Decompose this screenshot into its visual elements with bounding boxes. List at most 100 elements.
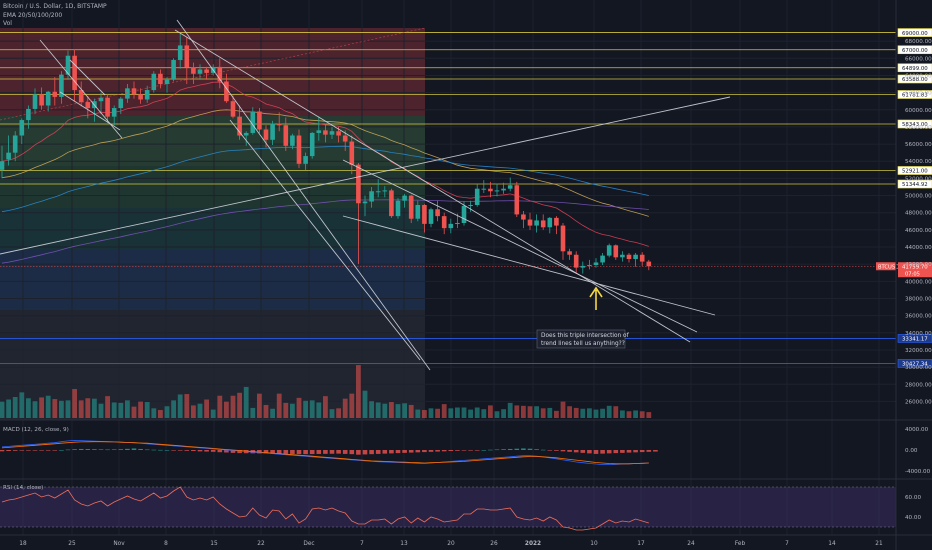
volume-bar	[151, 408, 157, 418]
macd-histogram-bar	[111, 449, 117, 450]
candle-body	[144, 90, 150, 100]
volume-bar	[547, 407, 553, 418]
volume-bar	[12, 397, 18, 418]
annotation-box	[536, 329, 626, 349]
level-tag	[897, 166, 932, 175]
macd-signal-line	[1, 441, 649, 465]
volume-bar	[250, 407, 256, 418]
level-tag	[897, 359, 932, 368]
price-tick-label: 34000.00	[905, 331, 932, 337]
candle-body	[105, 97, 110, 117]
volume-bar	[481, 409, 487, 418]
volume-bar	[494, 411, 500, 418]
macd-histogram-bar	[428, 450, 434, 452]
volume-bar	[276, 393, 282, 418]
price-tick-label: 64000.00	[905, 73, 932, 79]
macd-histogram-bar	[554, 450, 559, 451]
volume-bar	[428, 408, 434, 418]
trendline	[59, 91, 121, 131]
volume-bar	[263, 404, 269, 418]
macd-histogram-bar	[0, 450, 5, 452]
trendline	[0, 96, 731, 255]
volume-bar	[296, 397, 302, 418]
candle-body	[349, 141, 355, 165]
candle-body	[646, 261, 652, 267]
macd-histogram-bar	[323, 450, 328, 454]
volume-bar	[342, 398, 348, 418]
volume-bar	[224, 401, 229, 418]
volume-bar	[382, 403, 388, 418]
volume-bar	[613, 406, 619, 418]
level-tag-label: 33341.17	[902, 337, 928, 343]
candle-body	[415, 204, 421, 219]
trendlines	[0, 19, 731, 371]
annotation: Does this triple intersection of trend l…	[536, 286, 630, 349]
candle-body	[587, 265, 592, 267]
volume-bar	[237, 392, 242, 418]
candle-body	[85, 102, 91, 109]
level-tag	[897, 179, 932, 189]
candle-body	[369, 191, 374, 202]
candle-body	[521, 214, 526, 220]
volume-bar	[177, 394, 183, 418]
level-tag-label: 61781.83	[902, 93, 928, 99]
time-tick-label: Feb	[735, 541, 746, 547]
volume-bar	[118, 402, 124, 418]
volume-bar	[125, 400, 130, 418]
volume-bar	[184, 394, 190, 418]
price-tick-label: 46000.00	[905, 228, 932, 234]
macd-histogram-bar	[32, 450, 38, 451]
volume-bar	[633, 410, 638, 418]
trendline	[176, 19, 431, 371]
macd-histogram-bar	[441, 450, 447, 452]
volume-bar	[422, 410, 427, 418]
price-tick-label: 40000.00	[905, 279, 932, 285]
volume-bar	[131, 406, 137, 418]
macd-panel: MACD (12, 26, close, 9) 4000.00 0.00 -4000.…	[0, 427, 931, 475]
candle-body	[408, 195, 414, 219]
level-tag-label: 30427.34	[902, 362, 928, 368]
last-price-tag	[898, 262, 932, 278]
volume-bar	[65, 400, 71, 418]
up-arrow-icon	[589, 286, 603, 310]
volume-bar	[567, 406, 572, 418]
level-tag-label: 58343.00	[902, 122, 928, 128]
macd-histogram-bar	[290, 450, 295, 454]
level-tag-label: 67000.00	[902, 48, 928, 54]
macd-histogram-bar	[408, 450, 414, 453]
price-tick-label: 28000.00	[905, 382, 932, 388]
time-tick-label: 8	[164, 541, 168, 547]
candle-body	[45, 91, 51, 106]
macd-histogram-bar	[230, 450, 236, 453]
volume-bar	[501, 409, 506, 418]
macd-histogram-bar	[316, 450, 322, 454]
volume-bar	[78, 400, 84, 418]
price-tick-label: 62000.00	[905, 91, 932, 97]
macd-histogram-bar	[19, 450, 25, 451]
macd-histogram-bar	[468, 450, 473, 451]
candle-body	[626, 254, 632, 260]
macd-histogram-bar	[45, 450, 51, 451]
candle-body	[527, 219, 533, 226]
volume-bar	[0, 401, 5, 418]
volume-bar	[316, 402, 322, 418]
ema-line-100	[1, 145, 649, 213]
time-tick-label: 2022	[525, 541, 541, 547]
volume-bar	[527, 406, 533, 418]
macd-histogram-bar	[6, 450, 11, 452]
volume-bar	[19, 392, 25, 418]
volume-bar	[521, 405, 526, 418]
candle-body	[6, 152, 11, 160]
candle-body	[455, 223, 460, 225]
macd-histogram-bar	[573, 450, 579, 453]
macd-label: MACD (12, 26, close, 9)	[3, 427, 69, 433]
candle-body	[177, 45, 183, 61]
time-tick-label: 22	[257, 541, 265, 547]
volume-bar	[639, 411, 645, 418]
volume-bar	[580, 408, 586, 418]
time-tick-label: Dec	[303, 541, 314, 547]
macd-histogram-bar	[593, 450, 599, 454]
macd-histogram-bar	[527, 448, 533, 450]
macd-histogram-bar	[39, 450, 44, 451]
last-price-symbol-tag	[876, 262, 896, 271]
